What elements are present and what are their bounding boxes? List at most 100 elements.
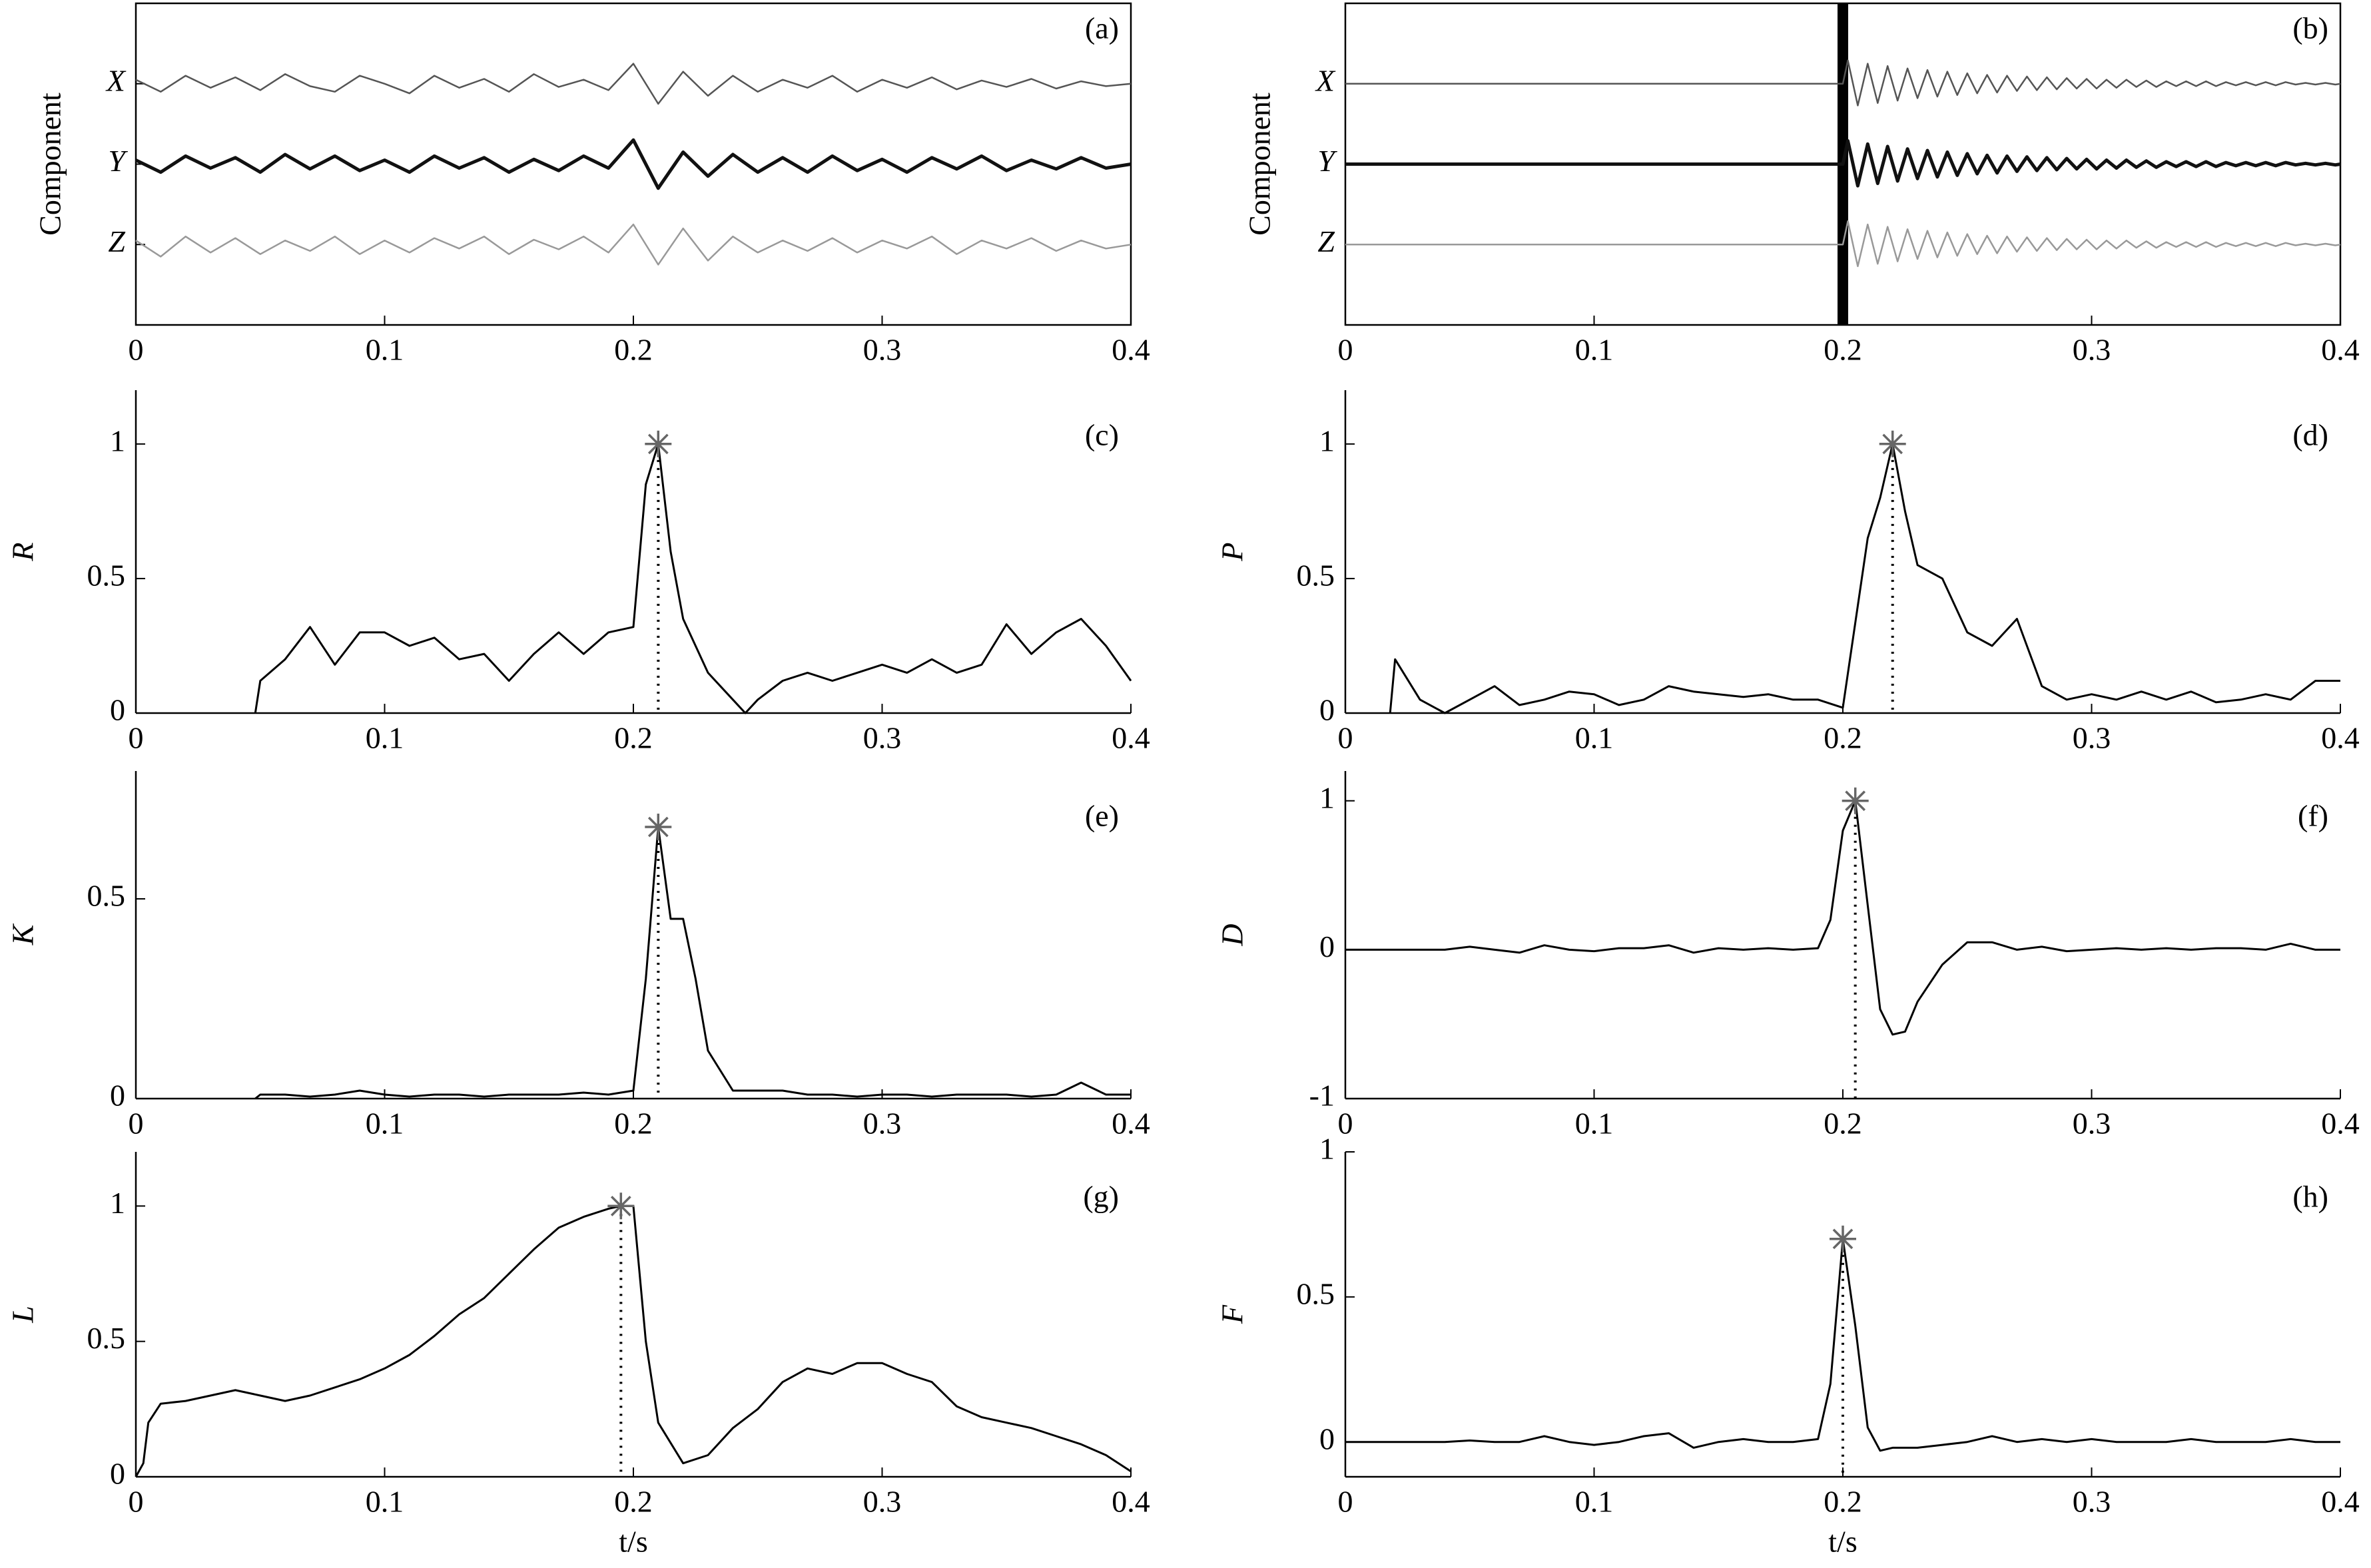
x-tick-label: 0.1 (366, 333, 404, 367)
panel: 0 0.1 0.2 0.3 0.4 0 0.5 (e) K (6, 771, 1150, 1141)
x-tick-label: 0 (129, 1107, 144, 1141)
x-tick-label: 0.4 (2321, 333, 2360, 367)
x-tick-label: 0.3 (2073, 1107, 2111, 1141)
y-tick-label: 0 (1319, 1422, 1335, 1455)
panel-label: (b) (2292, 11, 2328, 45)
y-tick-label: 1 (1319, 423, 1335, 457)
x-axis-label: t/s (619, 1525, 647, 1559)
x-tick-label: 0.1 (1575, 721, 1614, 755)
x-tick-label: 0 (1338, 333, 1353, 367)
y-axis-label: K (6, 923, 40, 945)
data-line (135, 138, 1132, 190)
panel-label: (e) (1085, 799, 1119, 833)
data-line (1345, 220, 2341, 268)
x-tick-label: 0.3 (863, 721, 902, 755)
x-tick-label: 0 (1338, 1107, 1353, 1141)
y-axis-label: F (1215, 1304, 1249, 1324)
y-tick-label: X (105, 63, 127, 97)
x-tick-label: 0.2 (614, 721, 653, 755)
y-tick-label: X (1315, 63, 1336, 97)
x-tick-label: 0.3 (2073, 1485, 2111, 1519)
x-tick-label: 0.1 (1575, 1485, 1614, 1519)
x-tick-label: 0.3 (863, 333, 902, 367)
panel: 0 0.1 0.2 0.3 0.4 0 0.5 1 (h) Ft/s (1215, 1132, 2360, 1559)
peak-marker (1879, 430, 1906, 457)
y-tick-label: 0.5 (1297, 1276, 1335, 1310)
y-tick-label: 1 (1319, 1132, 1335, 1166)
plot-frame (135, 2, 1132, 326)
y-axis-label: R (6, 542, 40, 561)
x-tick-label: 0.2 (1824, 721, 1862, 755)
x-axis-label: t/s (1828, 1525, 1857, 1559)
panel-label: (h) (2292, 1180, 2328, 1214)
y-axis-label: P (1215, 542, 1249, 561)
y-tick-label: 0.5 (87, 879, 126, 913)
panel-label: (a) (1085, 11, 1119, 45)
y-axis-label: Component (33, 93, 67, 236)
x-tick-label: 0.3 (863, 1107, 902, 1141)
panel-label: (c) (1085, 418, 1119, 452)
data-line (254, 826, 1131, 1100)
y-tick-label: 0 (110, 693, 125, 727)
y-axis-label: L (6, 1306, 40, 1324)
y-tick-label: 0.5 (87, 1321, 126, 1355)
x-tick-label: 0.1 (366, 721, 404, 755)
x-tick-label: 0.4 (1112, 333, 1150, 367)
panel-label: (g) (1083, 1180, 1119, 1214)
peak-marker (607, 1192, 635, 1220)
x-tick-label: 0 (129, 1485, 144, 1519)
x-tick-label: 0 (1338, 1485, 1353, 1519)
x-tick-label: 0.4 (2321, 721, 2360, 755)
y-tick-label: 0 (1319, 693, 1335, 727)
panel: 0 0.1 0.2 0.3 0.4 X Y Z (b) Component (1243, 2, 2360, 367)
x-tick-label: 0.1 (366, 1107, 404, 1141)
x-tick-label: 0.3 (2073, 333, 2111, 367)
y-axis-label: Component (1243, 93, 1277, 236)
x-tick-label: 0.2 (614, 333, 653, 367)
y-tick-label: 0 (110, 1457, 125, 1491)
x-tick-label: 0.4 (2321, 1485, 2360, 1519)
y-tick-label: 1 (110, 423, 125, 457)
data-line (135, 1204, 1132, 1477)
peak-marker (645, 430, 672, 457)
x-tick-label: 0.1 (1575, 333, 1614, 367)
data-line (254, 443, 1132, 714)
panel: 0 0.1 0.2 0.3 0.4 0 0.5 1 (d) P (1215, 390, 2360, 755)
x-tick-label: 0.4 (1112, 1107, 1150, 1141)
panel-label: (f) (2298, 799, 2328, 833)
y-tick-label: Y (1317, 144, 1337, 178)
data-line (1345, 139, 2341, 188)
panel: 0 0.1 0.2 0.3 0.4 0 0.5 1 (g) Lt/s (6, 1152, 1150, 1559)
panel-label: (d) (2292, 418, 2328, 452)
x-tick-label: 0.4 (1112, 1485, 1150, 1519)
y-tick-label: 1 (110, 1186, 125, 1220)
x-tick-label: 0.1 (1575, 1107, 1614, 1141)
x-tick-label: 0.2 (1824, 333, 1862, 367)
data-line (135, 63, 1132, 105)
data-line (135, 223, 1132, 266)
y-tick-label: 0 (110, 1079, 125, 1113)
x-tick-label: 0.1 (366, 1485, 404, 1519)
x-tick-label: 0.2 (614, 1485, 653, 1519)
x-tick-label: 0.3 (863, 1485, 902, 1519)
x-tick-label: 0.2 (1824, 1485, 1862, 1519)
y-tick-label: 1 (1319, 780, 1335, 814)
x-tick-label: 0.4 (1112, 721, 1150, 755)
x-tick-label: 0 (129, 333, 144, 367)
y-tick-label: Z (1317, 224, 1335, 258)
x-tick-label: 0.2 (614, 1107, 653, 1141)
y-tick-label: 0.5 (1297, 558, 1335, 592)
peak-marker (645, 814, 672, 840)
x-tick-label: 0.2 (1824, 1107, 1862, 1141)
y-tick-label: 0 (1319, 929, 1335, 963)
x-tick-label: 0.3 (2073, 721, 2111, 755)
y-tick-label: -1 (1309, 1079, 1335, 1113)
y-axis-label: D (1215, 923, 1249, 946)
x-tick-label: 0.4 (2321, 1107, 2360, 1141)
y-tick-label: 0.5 (87, 558, 126, 592)
y-tick-label: Z (108, 224, 125, 258)
data-line (1345, 800, 2340, 1036)
x-tick-label: 0 (1338, 721, 1353, 755)
data-line (1345, 59, 2341, 107)
